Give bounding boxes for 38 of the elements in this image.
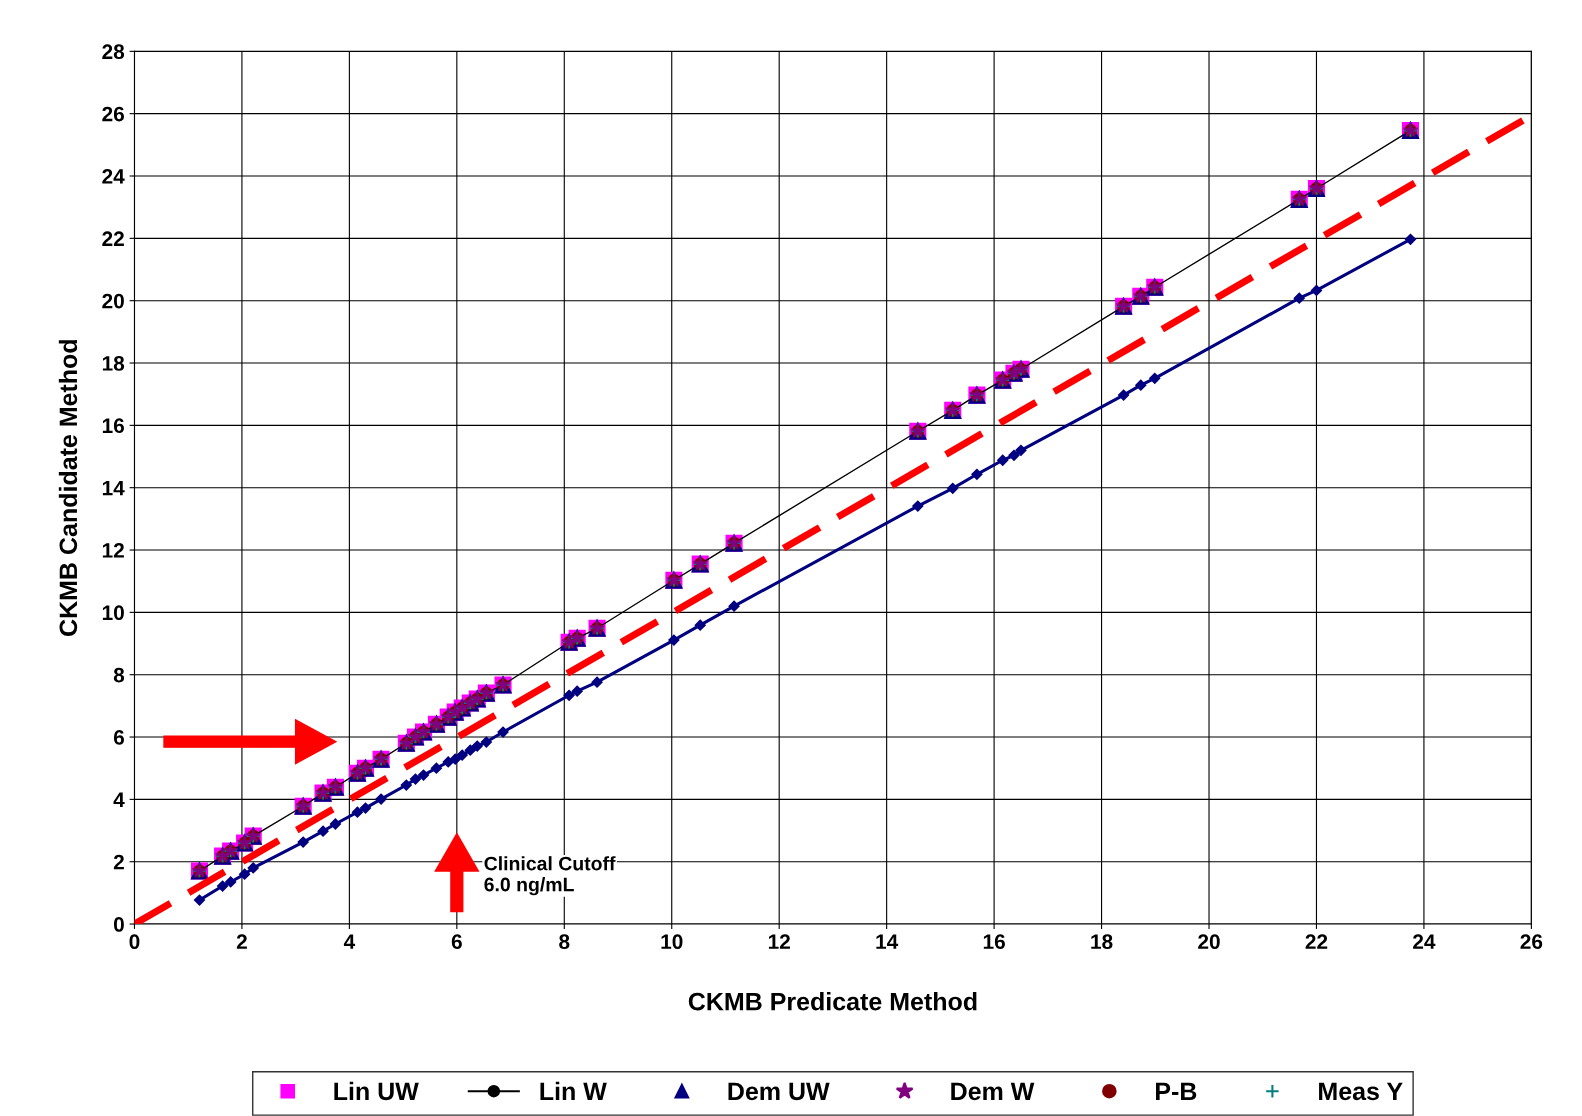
x-tick-label: 10 (661, 934, 683, 950)
y-tick-label: 6 (113, 730, 124, 745)
y-tick-label: 24 (102, 169, 125, 184)
y-tick-label: 22 (102, 231, 124, 246)
y-tick-label: 2 (113, 854, 124, 870)
y-tick-label: 26 (102, 106, 124, 122)
legend-label: Lin W (540, 1081, 607, 1100)
y-tick-label: 20 (102, 293, 124, 309)
y-tick-label: 10 (102, 605, 124, 621)
y-tick-label: 16 (102, 418, 124, 434)
y-tick-label: 4 (113, 792, 125, 807)
y-tick-label: 8 (113, 667, 125, 683)
annotation: Clinical Cutoff 6.0 ng/mL (484, 856, 616, 896)
y-tick-label: 0 (113, 917, 124, 932)
legend-label: Lin UW (334, 1081, 419, 1101)
x-tick-label: 26 (1520, 934, 1543, 950)
y-tick-label: 14 (102, 480, 125, 496)
x-tick-label: 2 (236, 934, 247, 949)
legend-label: Meas Y (1319, 1082, 1403, 1101)
legend-label: Dem UW (728, 1082, 830, 1101)
y-tick-label: 18 (102, 356, 125, 371)
x-tick-label: 12 (768, 934, 790, 949)
x-tick-label: 18 (1091, 934, 1113, 950)
x-tick-label: 20 (1198, 934, 1220, 950)
x-tick-label: 16 (983, 934, 1005, 950)
x-tick-label: 22 (1305, 934, 1328, 949)
x-axis-title: CKMB Predicate Method (688, 992, 977, 1011)
x-tick-label: 14 (876, 934, 899, 949)
y-axis-title: CKMB Candidate Method (58, 340, 78, 636)
x-tick-label: 6 (451, 934, 462, 950)
x-tick-label: 4 (343, 934, 356, 949)
y-tick-label: 12 (102, 543, 124, 558)
x-tick-label: 24 (1413, 934, 1436, 949)
legend-label: P-B (1156, 1082, 1197, 1100)
y-tick-label: 28 (102, 44, 125, 60)
x-tick-label: 0 (129, 934, 140, 950)
legend-label: Dem W (951, 1082, 1035, 1101)
x-tick-label: 8 (559, 934, 570, 950)
